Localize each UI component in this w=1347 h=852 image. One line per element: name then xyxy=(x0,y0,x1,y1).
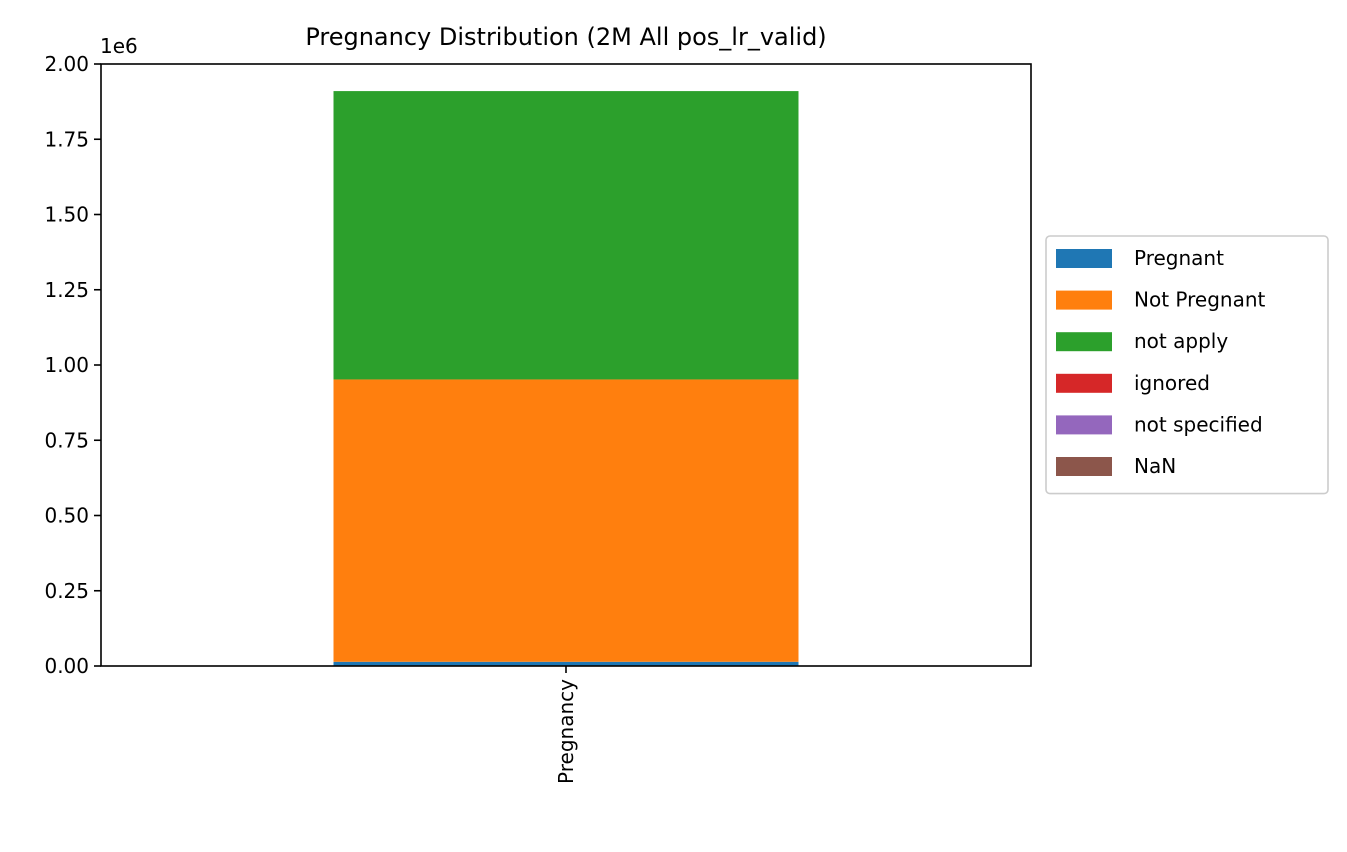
legend-label: not specified xyxy=(1134,412,1263,436)
legend: Pregnant Not Pregnant not apply ignored not … xyxy=(1045,235,1329,495)
legend-box xyxy=(1045,235,1329,495)
legend-label: Pregnant xyxy=(1134,246,1224,270)
legend-swatch xyxy=(1056,249,1112,268)
y-axis-offset-label: 1e6 xyxy=(100,34,138,58)
y-tick-label: 0.25 xyxy=(44,579,89,603)
legend-label: NaN xyxy=(1134,454,1176,478)
legend-swatch xyxy=(1056,415,1112,435)
legend-label: not apply xyxy=(1134,329,1228,353)
y-tick-label: 1.50 xyxy=(44,203,89,227)
bar-segment xyxy=(333,91,799,380)
legend-swatch xyxy=(1056,290,1112,310)
bar-segment xyxy=(333,661,799,666)
legend-label: Not Pregnant xyxy=(1134,288,1265,312)
x-tick-label: Pregnancy xyxy=(554,679,578,784)
legend-swatch xyxy=(1056,457,1112,476)
y-tick-label: 2.00 xyxy=(44,52,89,76)
bar-segment xyxy=(333,379,799,662)
legend-swatch xyxy=(1056,373,1112,393)
legend-label: ignored xyxy=(1134,371,1210,395)
chart-title: Pregnancy Distribution (2M All pos_lr_va… xyxy=(305,23,826,51)
y-tick-label: 0.50 xyxy=(44,504,89,528)
y-tick-label: 1.25 xyxy=(44,278,89,302)
x-axis: Pregnancy xyxy=(554,666,578,784)
bars-group xyxy=(333,91,799,666)
y-tick-label: 1.00 xyxy=(44,353,89,377)
y-tick-label: 0.00 xyxy=(44,654,89,678)
y-axis: 0.00 0.25 0.50 0.75 1.00 1.25 1.50 1.75 2.00 xyxy=(44,52,101,678)
y-tick-label: 1.75 xyxy=(44,127,89,151)
legend-swatch xyxy=(1056,332,1112,352)
y-tick-label: 0.75 xyxy=(44,428,89,452)
